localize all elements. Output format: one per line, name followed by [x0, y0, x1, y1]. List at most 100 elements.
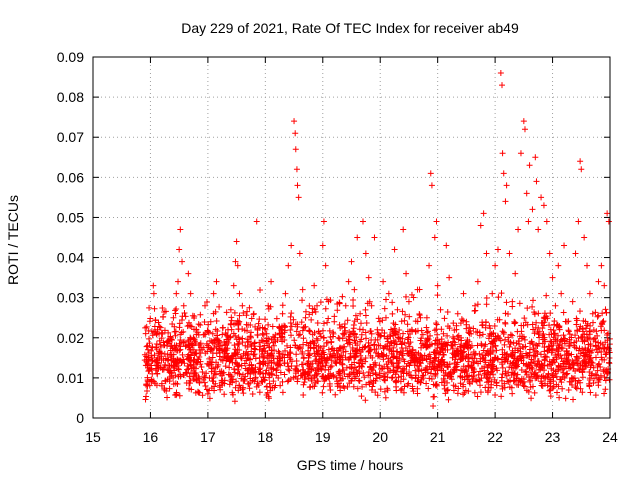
data-point	[431, 393, 438, 400]
data-point	[295, 332, 302, 339]
data-point	[423, 380, 430, 387]
data-point	[252, 364, 259, 371]
data-point	[543, 218, 550, 225]
data-point	[425, 353, 432, 360]
y-tick-label: 0.07	[57, 129, 84, 145]
data-point	[173, 390, 180, 397]
data-point	[598, 262, 605, 269]
data-point	[212, 364, 219, 371]
data-point	[426, 375, 433, 382]
data-point	[240, 350, 247, 357]
data-point	[599, 319, 606, 326]
data-point	[152, 317, 159, 324]
data-point	[433, 326, 440, 333]
data-point	[305, 352, 312, 359]
x-tick-label: 23	[545, 429, 561, 445]
data-point	[559, 358, 566, 365]
data-point	[207, 318, 214, 325]
data-point	[307, 328, 314, 335]
data-point	[529, 365, 536, 372]
data-point	[432, 354, 439, 361]
data-point	[177, 226, 184, 233]
y-tick-label: 0	[76, 410, 84, 426]
data-point	[597, 323, 604, 330]
data-point	[164, 394, 171, 401]
data-point	[227, 378, 234, 385]
data-point	[532, 324, 539, 331]
data-point	[296, 250, 303, 257]
data-point	[252, 323, 259, 330]
data-point	[203, 386, 210, 393]
data-point	[543, 292, 550, 299]
data-point	[431, 234, 438, 241]
data-point	[351, 286, 358, 293]
data-point	[187, 290, 194, 297]
data-point	[376, 318, 383, 325]
data-point	[431, 349, 438, 356]
data-point	[472, 377, 479, 384]
data-point	[392, 338, 399, 345]
data-point	[160, 365, 167, 372]
data-point	[409, 354, 416, 361]
data-point	[149, 343, 156, 350]
data-point	[276, 357, 283, 364]
data-point	[262, 316, 269, 323]
data-point	[368, 302, 375, 309]
data-point	[231, 398, 238, 405]
data-point	[157, 343, 164, 350]
data-point	[368, 330, 375, 337]
data-point	[469, 376, 476, 383]
data-point	[434, 292, 441, 299]
data-point	[299, 348, 306, 355]
data-point	[251, 378, 258, 385]
data-point	[427, 170, 434, 177]
data-point	[143, 393, 150, 400]
data-point	[315, 347, 322, 354]
data-point	[566, 331, 573, 338]
x-tick-label: 20	[372, 429, 388, 445]
data-point	[231, 309, 238, 316]
data-point	[154, 326, 161, 333]
data-point	[390, 344, 397, 351]
data-point	[410, 388, 417, 395]
data-point	[589, 319, 596, 326]
data-point	[354, 234, 361, 241]
data-point	[178, 358, 185, 365]
data-point	[480, 210, 487, 217]
data-point	[354, 385, 361, 392]
data-point	[295, 345, 302, 352]
data-point	[583, 331, 590, 338]
data-point	[218, 356, 225, 363]
data-point	[197, 358, 204, 365]
data-point	[526, 378, 533, 385]
data-point	[330, 372, 337, 379]
data-point	[382, 314, 389, 321]
data-point	[576, 308, 583, 315]
data-point	[351, 337, 358, 344]
data-point	[216, 303, 223, 310]
data-point	[545, 343, 552, 350]
data-point	[560, 369, 567, 376]
data-point	[257, 287, 264, 294]
data-point	[582, 363, 589, 370]
data-point	[457, 367, 464, 374]
data-point	[199, 346, 206, 353]
data-point	[602, 351, 609, 358]
data-point	[501, 384, 508, 391]
data-point	[516, 333, 523, 340]
data-point	[428, 341, 435, 348]
data-point	[197, 350, 204, 357]
data-point	[328, 363, 335, 370]
data-point	[191, 376, 198, 383]
data-point	[250, 310, 257, 317]
data-point	[541, 344, 548, 351]
data-point	[579, 334, 586, 341]
data-point	[504, 350, 511, 357]
data-point	[579, 346, 586, 353]
data-point	[396, 326, 403, 333]
data-point	[423, 324, 430, 331]
data-point	[548, 365, 555, 372]
data-point	[504, 358, 511, 365]
data-point	[393, 353, 400, 360]
x-tick-label: 18	[258, 429, 274, 445]
